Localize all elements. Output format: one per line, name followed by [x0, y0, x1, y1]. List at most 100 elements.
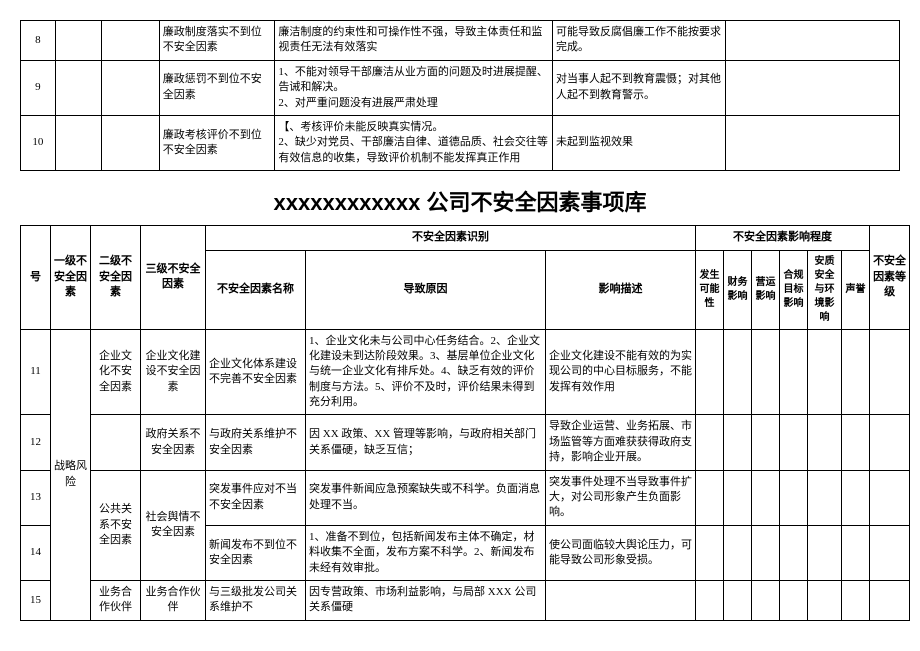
header-name: 不安全因素名称	[206, 250, 306, 329]
header-s3: 营运影响	[752, 250, 780, 329]
row-impact: 导致企业运营、业务拓展、市场监管等方面难获获得政府支持，影响企业开展。	[546, 415, 696, 470]
row-reason: 因专营政策、市场利益影响，与局部 XXX 公司关系僵硬	[306, 580, 546, 620]
row-score	[752, 580, 780, 620]
header-num: 号	[21, 226, 51, 329]
row-reason: 1、准备不到位，包括新闻发布主体不确定，材料收集不全面，发布方案不科学。2、新闻…	[306, 525, 546, 580]
row-grade	[870, 415, 910, 470]
header-s5: 安质安全与环境影响	[808, 250, 842, 329]
row-lvl3: 企业文化建设不安全因素	[141, 329, 206, 415]
top-continuation-table: 8 廉政制度落实不到位不安全因素廉洁制度的约束性和可操作性不强，导致主体责任和监视…	[20, 20, 900, 171]
row-lvl3	[101, 115, 159, 170]
header-grade: 不安全因素等级	[870, 226, 910, 329]
row-num: 12	[21, 415, 51, 470]
row-reason: 突发事件新闻应急预案缺失或不科学。负面消息处理不当。	[306, 470, 546, 525]
row-lvl2	[55, 115, 101, 170]
header-s2: 财务影响	[724, 250, 752, 329]
row-score	[696, 525, 724, 580]
row-name: 廉政考核评价不到位不安全因素	[159, 115, 275, 170]
row-lvl2	[55, 21, 101, 61]
row-lvl2: 公共关系不安全因素	[91, 470, 141, 580]
row-impact: 未起到监视效果	[553, 115, 726, 170]
row-name: 与三级批发公司关系维护不	[206, 580, 306, 620]
header-s4: 合规目标影响	[780, 250, 808, 329]
row-lvl2: 企业文化不安全因素	[91, 329, 141, 415]
row-name: 突发事件应对不当不安全因素	[206, 470, 306, 525]
row-score	[842, 329, 870, 415]
table-row: 10廉政考核评价不到位不安全因素【、考核评价未能反映真实情况。2、缺少对党员、干…	[21, 115, 900, 170]
row-num: 14	[21, 525, 51, 580]
row-num: 11	[21, 329, 51, 415]
row-name: 廉政制度落实不到位不安全因素	[159, 21, 275, 61]
row-lvl3: 政府关系不安全因素	[141, 415, 206, 470]
header-lvl1: 一级不安全因素	[51, 226, 91, 329]
row-impact: 对当事人起不到教育震慑；对其他人起不到教育警示。	[553, 60, 726, 115]
row-score	[724, 329, 752, 415]
row-lvl1: 战略风险	[51, 329, 91, 620]
row-reason: 因 XX 政策、XX 管理等影响，与政府相关部门关系僵硬，缺乏互信；	[306, 415, 546, 470]
header-identify: 不安全因素识别	[206, 226, 696, 250]
row-score	[724, 470, 752, 525]
row-num: 15	[21, 580, 51, 620]
row-score	[696, 470, 724, 525]
row-impact: 可能导致反腐倡廉工作不能按要求完成。	[553, 21, 726, 61]
row-score	[842, 525, 870, 580]
header-impact: 影响描述	[546, 250, 696, 329]
row-lvl2: 业务合作伙伴	[91, 580, 141, 620]
row-reason: 【、考核评价未能反映真实情况。2、缺少对党员、干部廉洁自律、道德品质、社会交往等…	[275, 115, 553, 170]
header-s1: 发生可能性	[696, 250, 724, 329]
table-row: 15业务合作伙伴业务合作伙伴与三级批发公司关系维护不因专营政策、市场利益影响，与…	[21, 580, 910, 620]
row-name: 与政府关系维护不安全因素	[206, 415, 306, 470]
row-impact: 企业文化建设不能有效的为实现公司的中心目标服务，不能发挥有效作用	[546, 329, 696, 415]
page-title: xxxxxxxxxxxx 公司不安全因素事项库	[20, 185, 900, 217]
row-score	[724, 415, 752, 470]
row-name: 廉政惩罚不到位不安全因素	[159, 60, 275, 115]
row-score	[842, 580, 870, 620]
table-row: 12 政府关系不安全因素与政府关系维护不安全因素因 XX 政策、XX 管理等影响，…	[21, 415, 910, 470]
row-name: 新闻发布不到位不安全因素	[206, 525, 306, 580]
table-row: 9廉政惩罚不到位不安全因素1、不能对领导干部廉洁从业方面的问题及时进展提醒、告诫…	[21, 60, 900, 115]
main-table: 号 一级不安全因素 二级不安全因素 三级不安全因素 不安全因素识别 不安全因素影…	[20, 225, 910, 621]
row-grade	[870, 329, 910, 415]
table-row: 8 廉政制度落实不到位不安全因素廉洁制度的约束性和可操作性不强，导致主体责任和监视…	[21, 21, 900, 61]
row-score	[780, 470, 808, 525]
row-score	[808, 329, 842, 415]
row-score	[780, 329, 808, 415]
row-score	[696, 580, 724, 620]
row-impact: 突发事件处理不当导致事件扩大，对公司形象产生负面影响。	[546, 470, 696, 525]
row-num: 8	[21, 21, 56, 61]
row-score	[842, 415, 870, 470]
row-grade	[870, 470, 910, 525]
row-grade	[870, 580, 910, 620]
row-score	[780, 525, 808, 580]
row-lvl2	[55, 60, 101, 115]
row-name: 企业文化体系建设不完善不安全因素	[206, 329, 306, 415]
table-row: 11战略风险企业文化不安全因素企业文化建设不安全因素企业文化体系建设不完善不安全…	[21, 329, 910, 415]
row-score	[724, 580, 752, 620]
row-score	[752, 525, 780, 580]
header-s6: 声誉	[842, 250, 870, 329]
row-score	[808, 525, 842, 580]
row-score	[808, 470, 842, 525]
row-score	[842, 470, 870, 525]
row-score	[752, 415, 780, 470]
row-lvl3: 业务合作伙伴	[141, 580, 206, 620]
row-score	[696, 329, 724, 415]
row-reason: 1、企业文化未与公司中心任务结合。2、企业文化建设未到达阶段效果。3、基层单位企…	[306, 329, 546, 415]
row-lvl3	[101, 60, 159, 115]
row-score	[752, 329, 780, 415]
row-lvl2	[91, 415, 141, 470]
row-score	[780, 580, 808, 620]
row-score	[808, 415, 842, 470]
row-score	[752, 470, 780, 525]
table-row: 13公共关系不安全因素社会舆情不安全因素突发事件应对不当不安全因素突发事件新闻应…	[21, 470, 910, 525]
row-reason: 廉洁制度的约束性和可操作性不强，导致主体责任和监视责任无法有效落实	[275, 21, 553, 61]
row-blank	[726, 115, 900, 170]
row-impact	[546, 580, 696, 620]
row-grade	[870, 525, 910, 580]
row-score	[808, 580, 842, 620]
header-lvl2: 二级不安全因素	[91, 226, 141, 329]
row-score	[780, 415, 808, 470]
row-reason: 1、不能对领导干部廉洁从业方面的问题及时进展提醒、告诫和解决。2、对严重问题没有…	[275, 60, 553, 115]
row-score	[724, 525, 752, 580]
row-blank	[726, 21, 900, 61]
